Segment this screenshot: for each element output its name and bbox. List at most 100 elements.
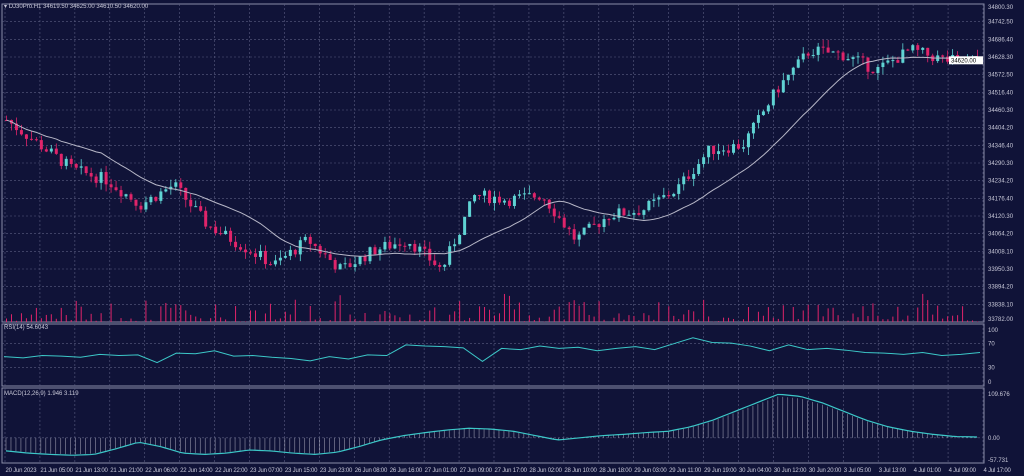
candle-body [821,46,825,48]
candle-body [323,253,327,255]
candle-body [911,45,915,51]
candle-body [906,49,910,51]
candle-body [557,216,561,218]
candle-body [612,217,616,220]
candle-body [453,244,457,247]
candle-body [403,245,407,247]
y-tick-label: 34176.40 [988,196,1014,202]
candle-body [946,56,950,62]
y-tick-label: 33838.10 [988,302,1014,308]
candle-body [249,252,252,254]
candle-body [502,200,506,203]
candle-body [114,187,118,191]
candle-body [816,46,820,55]
macd-tick-label: 109.676 [988,392,1010,398]
candle-body [702,157,706,165]
x-tick-label: 28 Jun 02:00 [529,468,562,474]
y-tick-label: 34346.40 [988,143,1014,149]
candle-body [732,144,736,153]
x-tick-label: 27 Jun 09:00 [460,468,493,474]
candle-body [438,265,442,267]
candle-body [463,216,467,235]
x-tick-label: 29 Jun 11:00 [669,468,702,474]
candle-body [79,166,83,168]
x-tick-label: 30 Jun 12:00 [774,468,807,474]
x-tick-label: 30 Jun 20:00 [809,468,842,474]
candle-body [253,253,257,257]
candle-body [916,45,920,50]
candle-body [672,193,676,197]
y-tick-label: 34628.30 [988,55,1014,61]
candle-body [74,164,78,168]
candle-body [468,201,472,217]
candle-body [229,230,233,242]
y-tick-label: 33782.00 [988,317,1014,323]
candle-body [308,236,312,244]
candle-body [886,60,890,63]
moving-average-line [6,55,978,257]
candle-body [652,199,656,201]
candle-body [383,241,387,250]
candle-body [39,140,43,150]
candle-body [801,53,805,60]
panel-frame-2 [1,387,985,464]
dropdown-icon[interactable]: ▾ [4,4,8,10]
candle-body [941,55,945,57]
candle-body [234,241,238,248]
candle-body [54,148,58,154]
candle-body [209,226,213,228]
x-tick-label: 23 Jun 23:00 [320,468,353,474]
candle-body [418,246,422,252]
candle-body [707,145,711,158]
candle-body [607,219,611,221]
x-tick-label: 3 Jul 13:00 [879,468,907,474]
candle-body [214,226,218,234]
candle-body [373,247,377,255]
candle-body [587,223,591,228]
candle-body [268,264,272,266]
candle-body [771,89,775,106]
x-tick-label: 29 Jun 19:00 [704,468,737,474]
rsi-tick-label: 100 [988,328,999,334]
candle-body [179,182,183,188]
candle-body [632,212,636,215]
candle-body [687,176,691,179]
candle-body [129,194,133,200]
y-tick-label: 33894.20 [988,285,1014,291]
current-price-label: 34620.00 [951,58,977,64]
candle-body [273,260,277,265]
candle-body [786,74,790,81]
candle-body [159,191,163,201]
candle-body [866,57,870,72]
candle-body [19,130,23,135]
x-tick-label: 30 Jun 04:00 [739,468,772,474]
candle-body [597,224,601,228]
candle-body [169,186,173,190]
rsi-tick-label: 70 [988,342,995,348]
candle-body [517,194,521,196]
y-tick-label: 34516.40 [988,90,1014,96]
x-tick-label: 23 Jun 07:00 [250,468,283,474]
candle-body [258,250,262,257]
candle-body [458,234,462,245]
candle-body [592,223,596,225]
candle-body [244,249,248,253]
candle-body [99,172,103,183]
candle-body [567,227,571,230]
x-tick-label: 4 Jul 09:00 [949,468,977,474]
y-tick-label: 33950.30 [988,267,1014,273]
candle-body [428,248,432,261]
candle-body [891,60,895,62]
candle-body [184,187,188,200]
candle-body [318,245,322,254]
candle-body [443,264,447,267]
candle-body [527,193,531,195]
candle-body [552,208,556,217]
candle-body [741,147,745,149]
candle-body [29,138,33,140]
candle-body [781,80,785,93]
chart-header: ▾ DJ30Pro.H1 34619.50 34625.00 34610.50 … [4,3,148,10]
candle-body [921,47,925,50]
candle-body [378,249,382,255]
candle-body [393,244,397,249]
